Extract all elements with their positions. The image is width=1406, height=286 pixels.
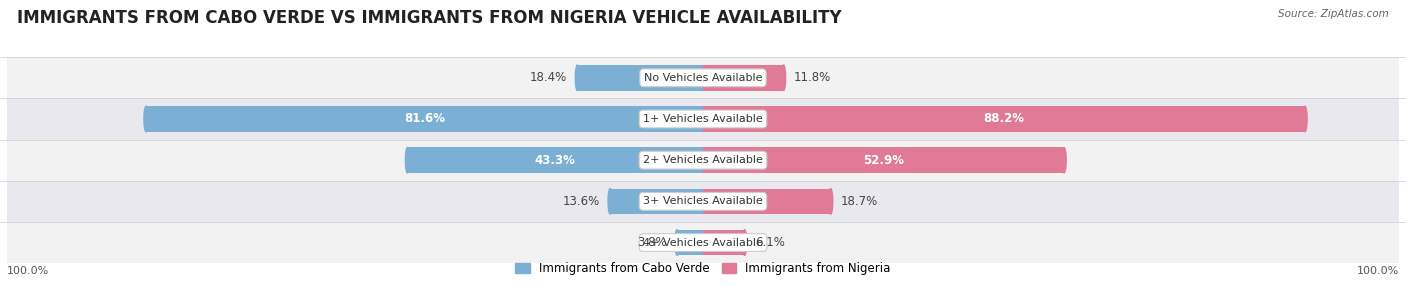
Circle shape (575, 65, 579, 91)
Text: 1+ Vehicles Available: 1+ Vehicles Available (643, 114, 763, 124)
Bar (408, 147, 703, 173)
Bar (678, 230, 703, 255)
Bar (7, 57, 1399, 98)
Circle shape (742, 230, 747, 255)
Circle shape (828, 188, 832, 214)
Text: 13.6%: 13.6% (562, 195, 600, 208)
Text: 100.0%: 100.0% (7, 266, 49, 276)
Bar (7, 222, 1399, 263)
Bar (7, 98, 1399, 140)
Text: 3+ Vehicles Available: 3+ Vehicles Available (643, 196, 763, 206)
Circle shape (1062, 147, 1066, 173)
Bar (703, 106, 1305, 132)
Bar (703, 230, 745, 255)
Text: 2+ Vehicles Available: 2+ Vehicles Available (643, 155, 763, 165)
Text: 81.6%: 81.6% (404, 112, 446, 126)
Text: 4+ Vehicles Available: 4+ Vehicles Available (643, 238, 763, 247)
Bar (703, 147, 1064, 173)
Bar (610, 188, 703, 214)
Text: IMMIGRANTS FROM CABO VERDE VS IMMIGRANTS FROM NIGERIA VEHICLE AVAILABILITY: IMMIGRANTS FROM CABO VERDE VS IMMIGRANTS… (17, 9, 842, 27)
Text: 43.3%: 43.3% (534, 154, 575, 167)
Circle shape (782, 65, 786, 91)
Text: 11.8%: 11.8% (794, 71, 831, 84)
Bar (146, 106, 703, 132)
Circle shape (1303, 106, 1308, 132)
Bar (578, 65, 703, 91)
Legend: Immigrants from Cabo Verde, Immigrants from Nigeria: Immigrants from Cabo Verde, Immigrants f… (510, 258, 896, 280)
Bar (7, 140, 1399, 181)
Bar (7, 181, 1399, 222)
Text: 88.2%: 88.2% (983, 112, 1025, 126)
Circle shape (405, 147, 409, 173)
Text: No Vehicles Available: No Vehicles Available (644, 73, 762, 83)
Text: 6.1%: 6.1% (755, 236, 785, 249)
Text: Source: ZipAtlas.com: Source: ZipAtlas.com (1278, 9, 1389, 19)
Bar (703, 65, 783, 91)
Bar (703, 188, 831, 214)
Circle shape (675, 230, 679, 255)
Text: 18.4%: 18.4% (530, 71, 567, 84)
Text: 3.8%: 3.8% (637, 236, 666, 249)
Circle shape (143, 106, 148, 132)
Text: 18.7%: 18.7% (841, 195, 879, 208)
Circle shape (607, 188, 612, 214)
Text: 52.9%: 52.9% (863, 154, 904, 167)
Text: 100.0%: 100.0% (1357, 266, 1399, 276)
